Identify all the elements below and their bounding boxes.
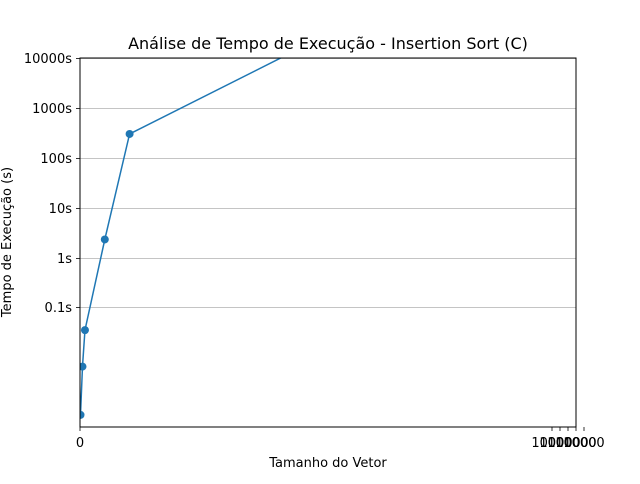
y-tick-label: 10000s — [24, 52, 72, 67]
y-tick-label: 10s — [49, 202, 73, 217]
x-tick-label: 0 — [76, 436, 84, 451]
y-axis-ticks: 0.1s 1s 10s 100s 1000s 10000s — [24, 52, 80, 316]
grid-lines — [80, 58, 576, 308]
x-tick-label: 10000 — [555, 436, 596, 451]
data-point — [80, 362, 87, 371]
y-tick-label: 1s — [57, 252, 72, 267]
data-point — [100, 235, 109, 244]
plot-area-frame — [79, 57, 577, 428]
data-point — [80, 410, 85, 419]
x-tick-label: 10000 — [539, 436, 580, 451]
x-axis-label: Tamanho do Vetor — [268, 456, 387, 471]
y-tick-label: 0.1s — [45, 301, 73, 316]
x-tick-label: 10000 — [547, 436, 588, 451]
y-axis-label: Tempo de Execução (s) — [0, 167, 15, 318]
x-tick-label: 10000 — [531, 436, 572, 451]
x-tick-label: 10000 — [563, 436, 604, 451]
chart-title: Análise de Tempo de Execução - Insertion… — [128, 34, 528, 53]
data-point — [80, 326, 89, 335]
data-point — [125, 129, 134, 138]
y-tick-label: 1000s — [32, 102, 72, 117]
series-layer — [80, 58, 283, 419]
series-line — [80, 58, 283, 415]
y-tick-label: 100s — [40, 152, 72, 167]
